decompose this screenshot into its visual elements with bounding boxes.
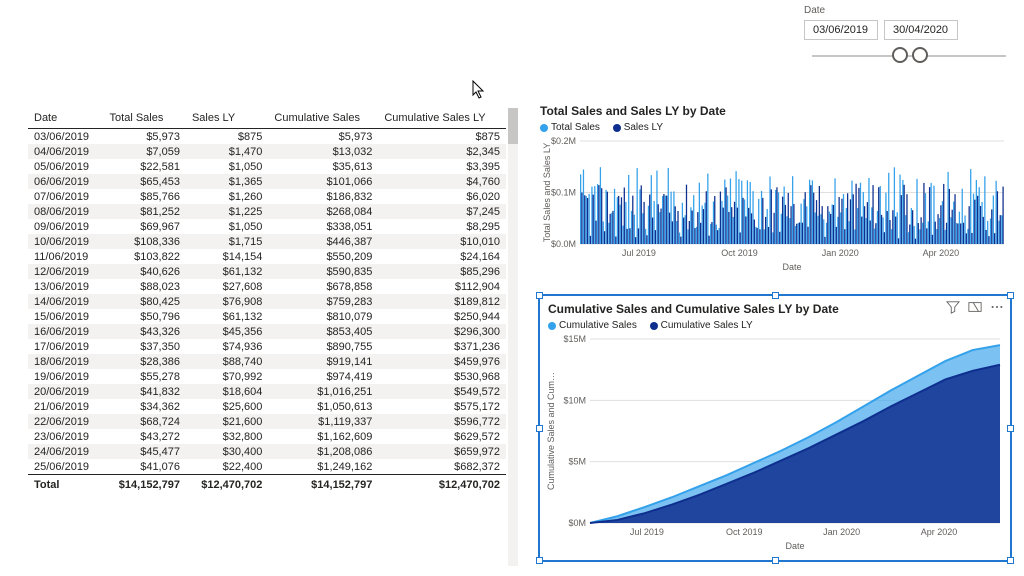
bar-chart[interactable]: Total Sales and Sales LY by Date Total S… [540, 104, 1010, 274]
col-header[interactable]: Total Sales [104, 108, 186, 129]
filter-icon[interactable] [946, 300, 960, 317]
table-row[interactable]: 07/06/2019$85,766$1,260$186,832$6,020 [28, 189, 506, 204]
table-row[interactable]: 13/06/2019$88,023$27,608$678,858$112,904 [28, 279, 506, 294]
table-row[interactable]: 06/06/2019$65,453$1,365$101,066$4,760 [28, 174, 506, 189]
sel-handle-tl[interactable] [536, 292, 543, 299]
slicer-track[interactable] [812, 46, 1006, 66]
slicer-from[interactable]: 03/06/2019 [804, 20, 878, 40]
svg-text:Cumulative Sales and Cum…: Cumulative Sales and Cum… [546, 371, 556, 489]
svg-text:Apr 2020: Apr 2020 [921, 527, 958, 537]
col-header[interactable]: Date [28, 108, 104, 129]
area-chart-title: Cumulative Sales and Cumulative Sales LY… [548, 302, 1002, 316]
sel-handle-tr[interactable] [1007, 292, 1014, 299]
table-row[interactable]: 10/06/2019$108,336$1,715$446,387$10,010 [28, 234, 506, 249]
table-row[interactable]: 04/06/2019$7,059$1,470$13,032$2,345 [28, 144, 506, 159]
table-row[interactable]: 12/06/2019$40,626$61,132$590,835$85,296 [28, 264, 506, 279]
total-cell: $12,470,702 [186, 475, 268, 496]
svg-text:$0.2M: $0.2M [551, 137, 576, 146]
table-row[interactable]: 19/06/2019$55,278$70,992$974,419$530,968 [28, 369, 506, 384]
table-row[interactable]: 20/06/2019$41,832$18,604$1,016,251$549,5… [28, 384, 506, 399]
more-icon[interactable] [990, 300, 1004, 317]
table-row[interactable]: 24/06/2019$45,477$30,400$1,208,086$659,9… [28, 444, 506, 459]
svg-text:$0.1M: $0.1M [551, 187, 576, 197]
table-row[interactable]: 22/06/2019$68,724$21,600$1,119,337$596,7… [28, 414, 506, 429]
table-row[interactable]: 05/06/2019$22,581$1,050$35,613$3,395 [28, 159, 506, 174]
svg-text:$5M: $5M [568, 456, 586, 466]
slicer-to[interactable]: 30/04/2020 [884, 20, 958, 40]
svg-text:Jul 2019: Jul 2019 [630, 527, 664, 537]
svg-text:Oct 2019: Oct 2019 [721, 248, 758, 258]
data-table: DateTotal SalesSales LYCumulative SalesC… [28, 108, 506, 495]
svg-text:Jan 2020: Jan 2020 [822, 248, 859, 258]
data-table-container: DateTotal SalesSales LYCumulative SalesC… [28, 108, 518, 566]
slicer-handle-from[interactable] [892, 47, 908, 63]
legend-total-sales: Total Sales [551, 122, 600, 133]
table-row[interactable]: 25/06/2019$41,076$22,400$1,249,162$682,3… [28, 459, 506, 475]
sel-handle-tc[interactable] [772, 292, 779, 299]
table-row[interactable]: 15/06/2019$50,796$61,132$810,079$250,944 [28, 309, 506, 324]
bar-chart-svg: $0.0M $0.1M $0.2MTotal Sales and Sales LY J… [540, 137, 1010, 272]
svg-text:Date: Date [782, 262, 801, 272]
table-row[interactable]: 21/06/2019$34,362$25,600$1,050,613$575,1… [28, 399, 506, 414]
legend-cum-sales: Cumulative Sales [559, 320, 637, 331]
col-header[interactable]: Sales LY [186, 108, 268, 129]
svg-text:$10M: $10M [563, 395, 586, 405]
legend-sales-ly: Sales LY [624, 122, 663, 133]
total-cell: Total [28, 475, 104, 496]
bar-chart-legend: Total Sales Sales LY [540, 122, 1010, 135]
table-row[interactable]: 16/06/2019$43,326$45,356$853,405$296,300 [28, 324, 506, 339]
svg-text:Oct 2019: Oct 2019 [726, 527, 763, 537]
slicer-label: Date [804, 5, 1014, 16]
col-header[interactable]: Cumulative Sales [268, 108, 378, 129]
table-row[interactable]: 23/06/2019$43,272$32,800$1,162,609$629,5… [28, 429, 506, 444]
table-row[interactable]: 11/06/2019$103,822$14,154$550,209$24,164 [28, 249, 506, 264]
svg-text:Date: Date [785, 541, 804, 551]
focus-icon[interactable] [968, 300, 982, 317]
total-cell: $14,152,797 [104, 475, 186, 496]
slicer-line [812, 55, 1006, 57]
table-scrollbar[interactable] [508, 108, 518, 566]
bar-chart-title: Total Sales and Sales LY by Date [540, 104, 1010, 118]
table-row[interactable]: 18/06/2019$28,386$88,740$919,141$459,976 [28, 354, 506, 369]
total-cell: $12,470,702 [378, 475, 506, 496]
sel-handle-bc[interactable] [772, 557, 779, 564]
date-slicer[interactable]: Date 03/06/2019 30/04/2020 [804, 5, 1014, 66]
sel-handle-br[interactable] [1007, 557, 1014, 564]
slicer-handle-to[interactable] [912, 47, 928, 63]
table-row[interactable]: 09/06/2019$69,967$1,050$338,051$8,295 [28, 219, 506, 234]
chart-toolbar [946, 300, 1004, 317]
area-chart-legend: Cumulative Sales Cumulative Sales LY [548, 320, 1002, 333]
svg-text:Apr 2020: Apr 2020 [923, 248, 960, 258]
table-row[interactable]: 08/06/2019$81,252$1,225$268,084$7,245 [28, 204, 506, 219]
cursor-icon [472, 80, 486, 100]
table-row[interactable]: 03/06/2019$5,973$875$5,973$875 [28, 129, 506, 145]
table-row[interactable]: 17/06/2019$37,350$74,936$890,755$371,236 [28, 339, 506, 354]
svg-text:$0M: $0M [568, 518, 586, 528]
table-scrollbar-thumb[interactable] [508, 108, 518, 144]
legend-cum-sales-ly: Cumulative Sales LY [661, 320, 753, 331]
col-header[interactable]: Cumulative Sales LY [378, 108, 506, 129]
svg-text:Jul 2019: Jul 2019 [622, 248, 656, 258]
total-cell: $14,152,797 [268, 475, 378, 496]
area-chart-svg: $0M $5M $10M $15M Cumulative Sales and Cum… J… [540, 335, 1010, 553]
sel-handle-rc[interactable] [1007, 425, 1014, 432]
data-table-scroll[interactable]: DateTotal SalesSales LYCumulative SalesC… [28, 108, 506, 566]
svg-text:Jan 2020: Jan 2020 [823, 527, 860, 537]
svg-text:Total Sales and Sales LY: Total Sales and Sales LY [542, 142, 552, 241]
area-chart[interactable]: Cumulative Sales and Cumulative Sales LY… [538, 294, 1012, 562]
sel-handle-lc[interactable] [536, 425, 543, 432]
svg-text:$15M: $15M [563, 335, 586, 344]
sel-handle-bl[interactable] [536, 557, 543, 564]
svg-text:$0.0M: $0.0M [551, 239, 576, 249]
table-row[interactable]: 14/06/2019$80,425$76,908$759,283$189,812 [28, 294, 506, 309]
